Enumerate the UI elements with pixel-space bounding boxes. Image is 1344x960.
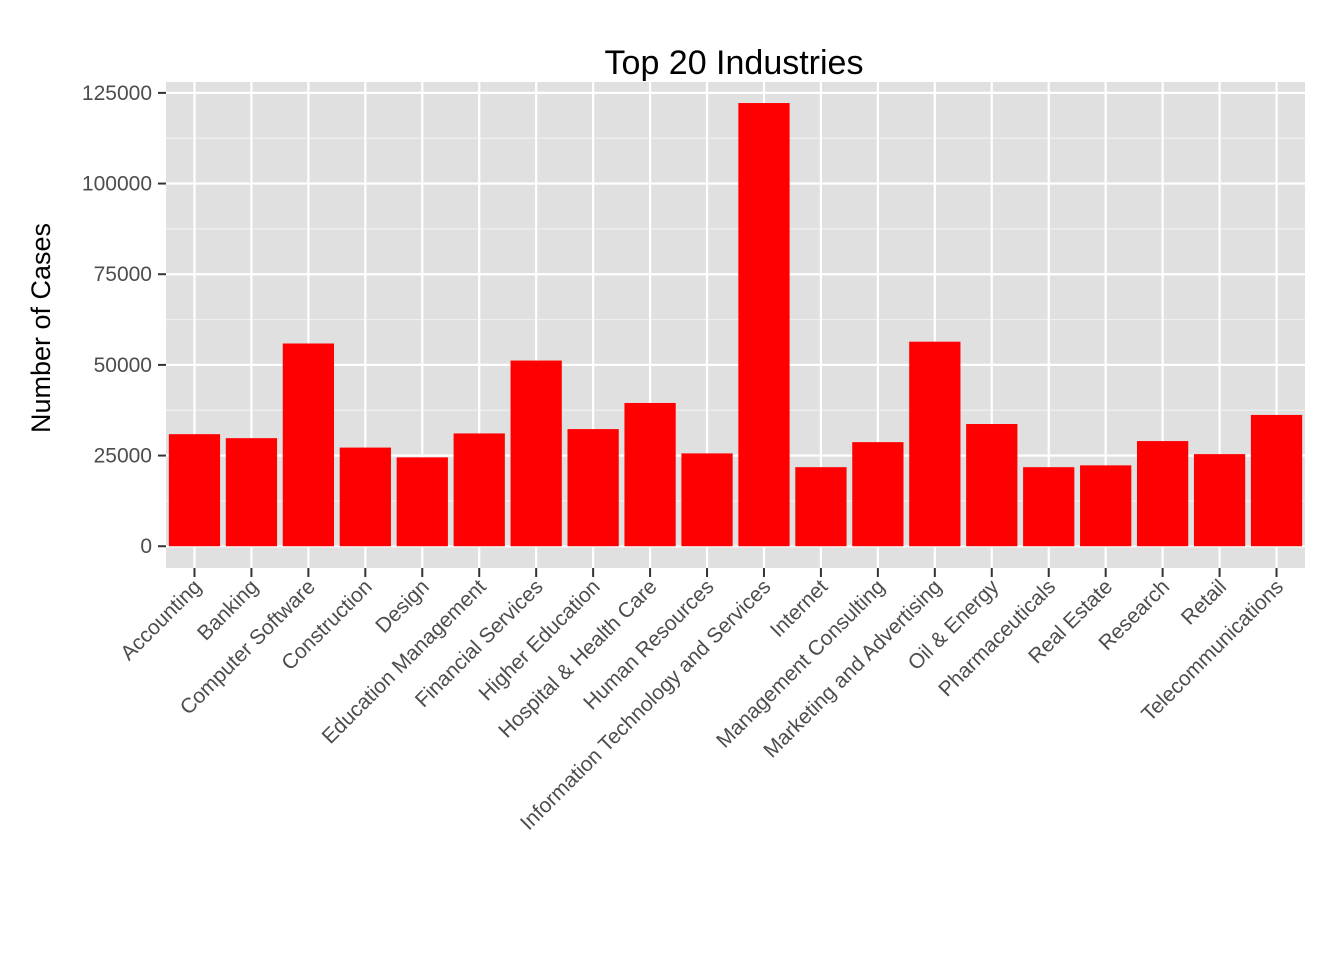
y-tick-label: 75000 (94, 263, 152, 286)
bar (567, 429, 619, 547)
x-tick-label: Accounting (116, 575, 206, 665)
bar (168, 434, 221, 547)
y-tick-label: 100000 (82, 173, 152, 196)
bar (966, 424, 1018, 547)
bar (1023, 467, 1075, 547)
y-tick-label: 0 (140, 535, 152, 558)
bar (681, 453, 733, 547)
bar (510, 360, 562, 547)
bar (738, 103, 790, 547)
bar (795, 467, 847, 547)
bar (282, 343, 335, 547)
y-tick-label: 125000 (82, 82, 152, 105)
y-axis-label: Number of Cases (26, 223, 56, 433)
bar (852, 442, 904, 547)
bar (453, 433, 505, 547)
y-tick-label: 50000 (94, 354, 152, 377)
plot-background (166, 82, 1305, 568)
chart-title: Top 20 Industries (605, 44, 864, 82)
bar (396, 457, 448, 547)
bar (1080, 465, 1132, 547)
y-axis: 0 25000 50000 75000 100000 125000 (82, 82, 166, 558)
bar (1250, 414, 1303, 547)
bar (909, 341, 961, 547)
bar (1193, 454, 1246, 547)
bars (168, 103, 1303, 547)
bar (339, 447, 391, 547)
bar (1136, 441, 1189, 547)
y-tick-label: 25000 (94, 445, 152, 468)
bar (225, 438, 278, 547)
bar (624, 402, 676, 547)
x-tick-label: Retail (1177, 575, 1231, 629)
